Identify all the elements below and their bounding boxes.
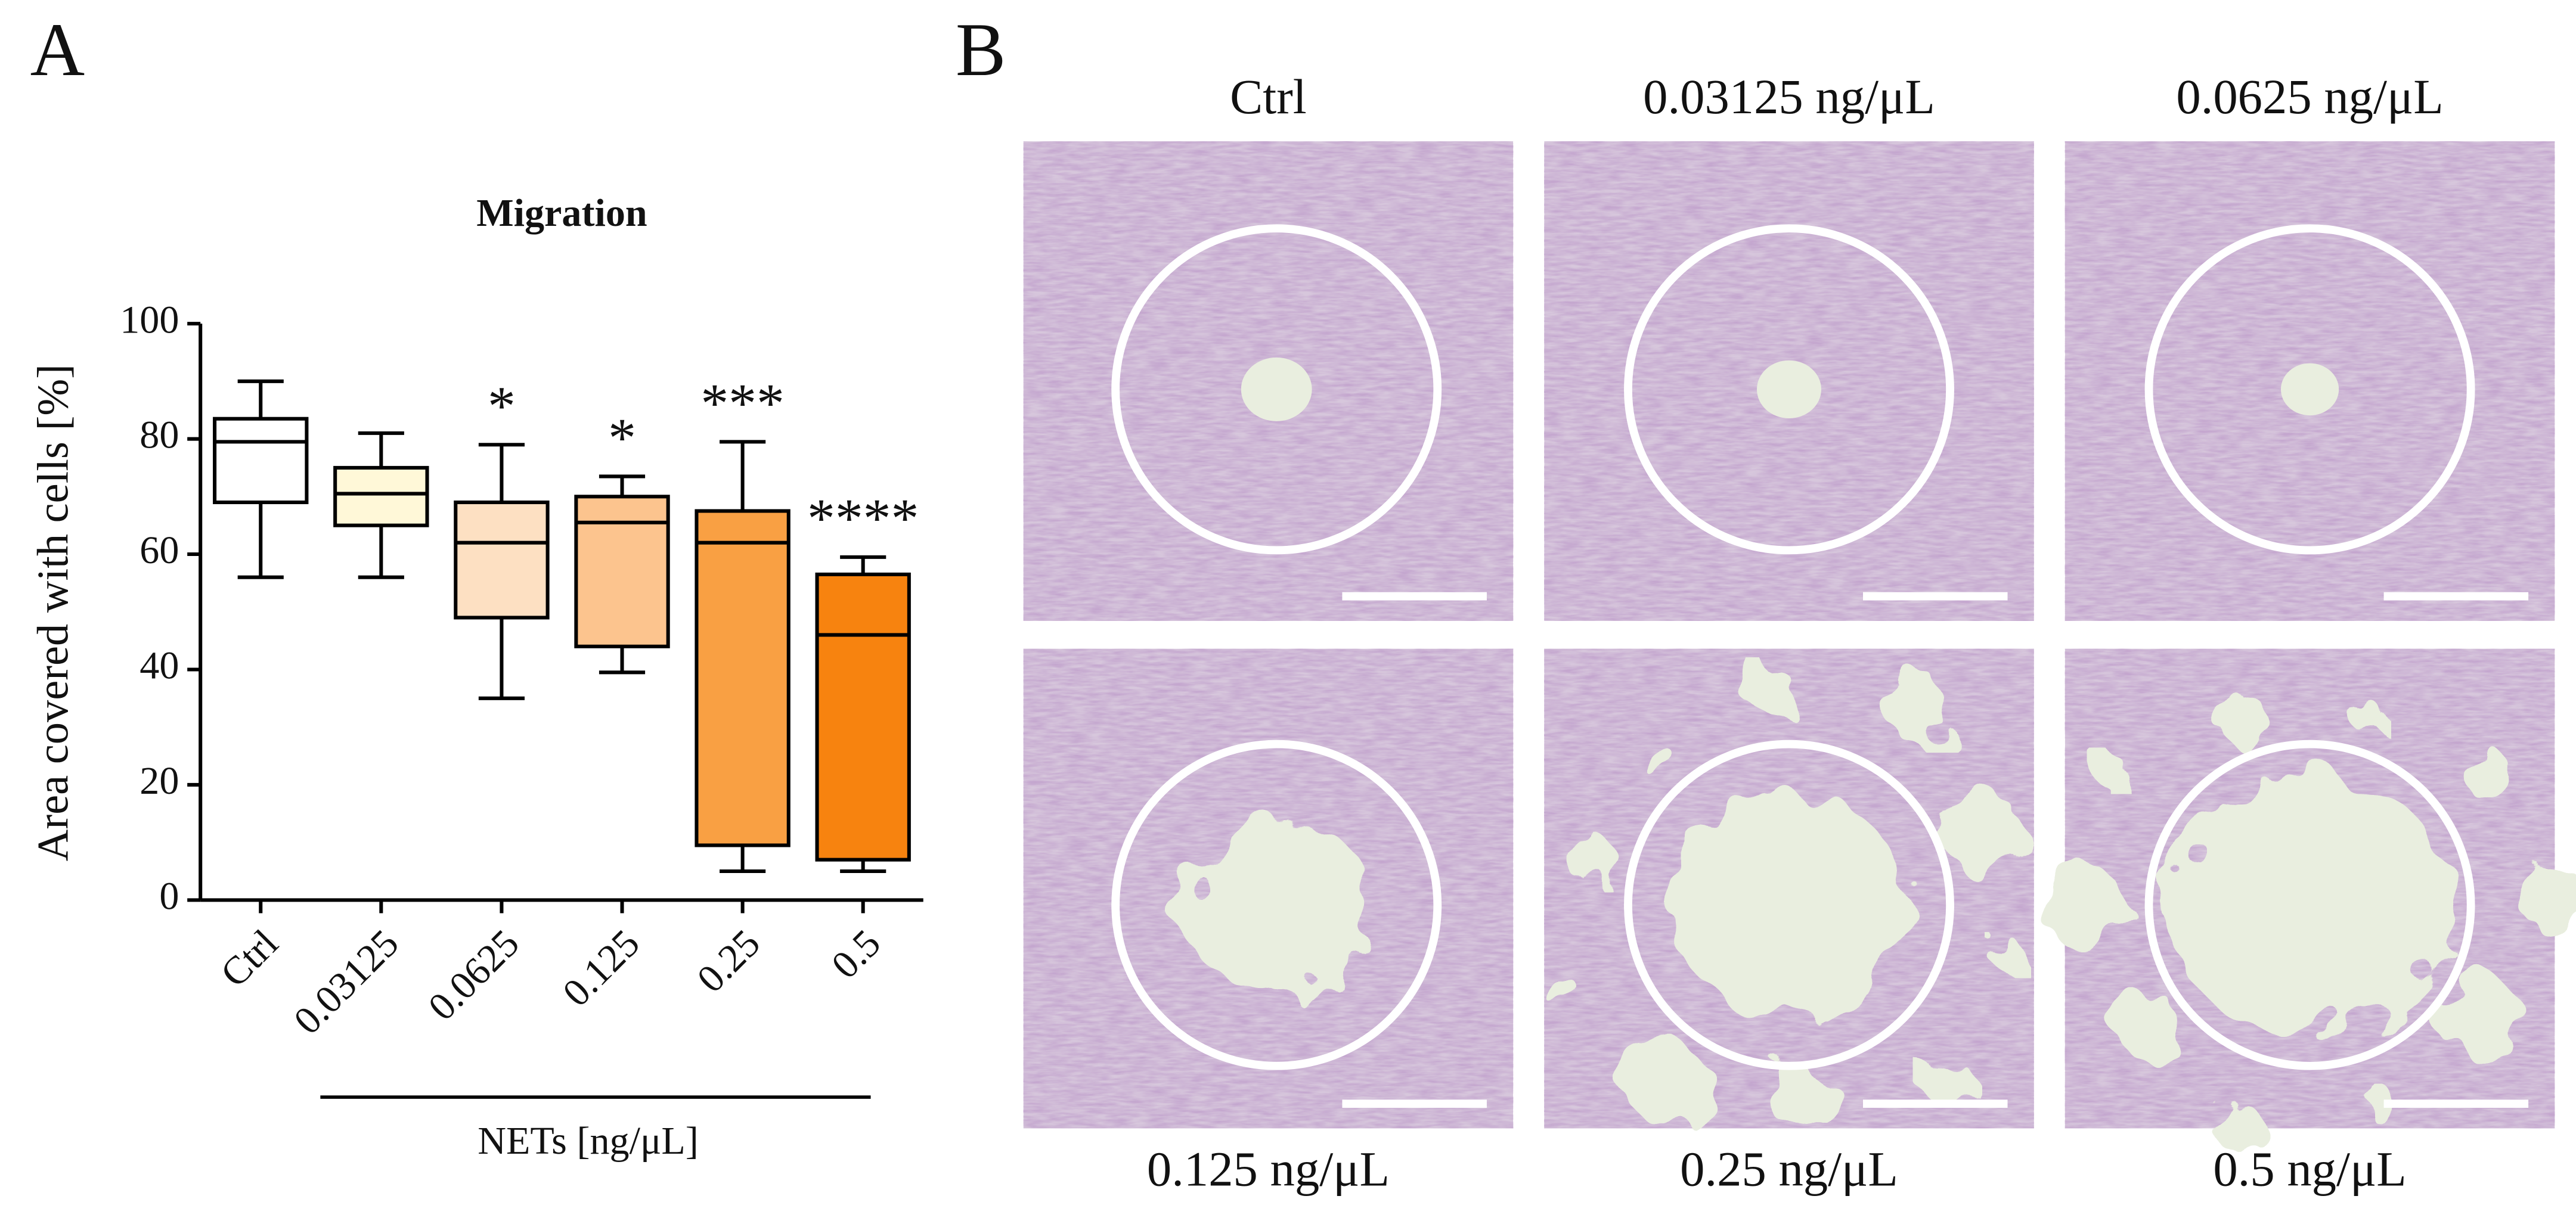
cleared-patch [2113, 989, 2179, 1055]
micrograph [1544, 648, 2034, 1133]
cleared-area [2165, 774, 2455, 1036]
cleared-patch [2044, 867, 2126, 949]
y-tick-label: 40 [140, 644, 179, 688]
cleared-area [1180, 818, 1374, 992]
scratch-circle [1111, 224, 1442, 555]
cleared-patch [2464, 750, 2513, 800]
box [574, 495, 670, 648]
cleared-patch [2219, 695, 2269, 745]
x-tick-label: 0.25 [689, 921, 768, 1001]
cleared-patch [1938, 789, 2020, 872]
cleared-area [1756, 360, 1822, 418]
cleared-patch [1629, 1045, 1712, 1128]
cleared-patch [1991, 939, 2025, 972]
chart-title: Migration [476, 191, 647, 235]
scratch-circle [2144, 740, 2475, 1070]
x-tick-label: 0.5 [823, 921, 889, 987]
image-caption: 0.125 ng/μL [1147, 1142, 1390, 1197]
cleared-patch [2367, 1090, 2400, 1124]
cleared-patch [2351, 701, 2385, 735]
x-tick-label: 0.0625 [420, 921, 528, 1029]
micrograph [1023, 648, 1514, 1129]
scratch-circle [2144, 224, 2475, 555]
scratch-circle [1624, 224, 1954, 555]
y-tick-label: 60 [140, 529, 179, 572]
x-tick-label: 0.03125 [286, 921, 407, 1043]
panel-label: B [956, 8, 1006, 92]
cleared-area [1668, 796, 1910, 1014]
cleared-patch [1545, 976, 1579, 1009]
micrograph [1023, 141, 1514, 621]
box [333, 465, 429, 527]
cleared-patch [1771, 1066, 1837, 1133]
image-caption: Ctrl [1230, 69, 1307, 124]
cleared-patch [2214, 1102, 2264, 1153]
micrograph [2044, 648, 2576, 1153]
cleared-patch [2521, 866, 2576, 933]
y-tick-label: 80 [140, 414, 179, 457]
cleared-area [1241, 357, 1312, 421]
y-axis-label: Area covered with cells [%] [29, 364, 78, 861]
cleared-patch [2437, 975, 2520, 1058]
significance: * [608, 408, 636, 469]
scratch-circle [1111, 740, 1442, 1070]
y-tick-label: 100 [120, 298, 179, 341]
cleared-patch [1565, 833, 1615, 883]
cleared-patch [1746, 667, 1796, 717]
y-tick-label: 20 [140, 759, 179, 803]
box [695, 509, 791, 847]
cleared-area [2280, 363, 2339, 416]
micrograph [2064, 141, 2555, 621]
cleared-patch [1883, 673, 1949, 740]
significance: *** [700, 373, 785, 434]
x-tick-label: Ctrl [212, 921, 286, 995]
box [454, 500, 550, 620]
image-caption: 0.25 ng/μL [1680, 1142, 1898, 1197]
y-tick-label: 0 [159, 875, 179, 918]
image-caption: 0.5 ng/μL [2213, 1142, 2406, 1197]
cleared-patch [1923, 1057, 1973, 1107]
box [213, 417, 309, 504]
significance: **** [807, 488, 919, 549]
cleared-patch [2093, 754, 2126, 788]
scratch-circle [1624, 740, 1954, 1070]
image-caption: 0.0625 ng/μL [2176, 69, 2443, 124]
micrograph [1544, 141, 2034, 621]
x-axis-label: NETs [ng/μL] [478, 1119, 699, 1163]
box [815, 572, 911, 862]
panel-label: A [30, 8, 85, 92]
significance: * [488, 376, 516, 437]
cleared-patch [1638, 741, 1672, 774]
x-tick-label: 0.125 [554, 921, 648, 1015]
image-caption: 0.03125 ng/μL [1643, 69, 1935, 124]
